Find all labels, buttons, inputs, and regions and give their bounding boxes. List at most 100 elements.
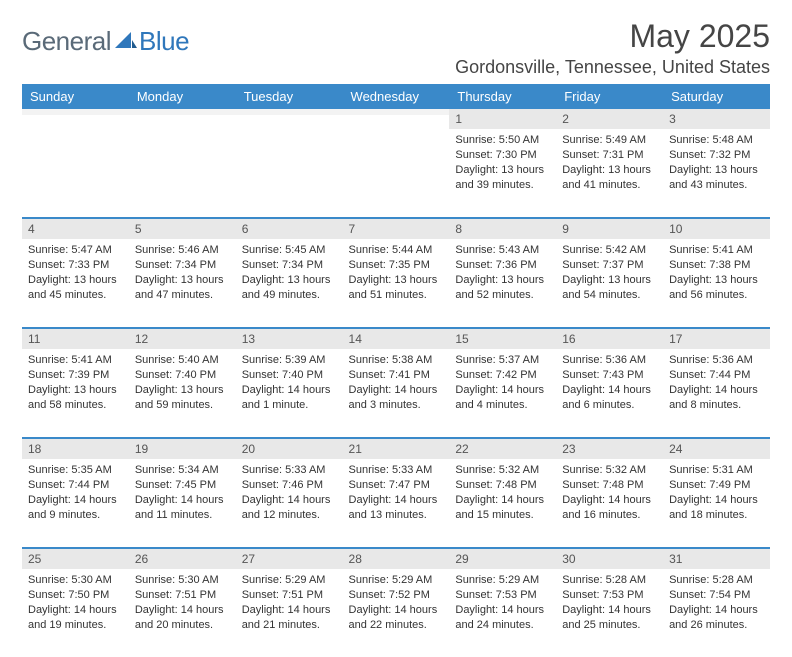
sunset-text: Sunset: 7:53 PM <box>562 588 657 603</box>
day-details: Sunrise: 5:29 AMSunset: 7:51 PMDaylight:… <box>236 569 343 638</box>
daylight-text: Daylight: 13 hours and 58 minutes. <box>28 383 123 413</box>
sunrise-text: Sunrise: 5:42 AM <box>562 243 657 258</box>
sunrise-text: Sunrise: 5:36 AM <box>669 353 764 368</box>
daylight-text: Daylight: 14 hours and 16 minutes. <box>562 493 657 523</box>
calendar-body: 123Sunrise: 5:50 AMSunset: 7:30 PMDaylig… <box>22 109 770 657</box>
daylight-text: Daylight: 14 hours and 6 minutes. <box>562 383 657 413</box>
sunset-text: Sunset: 7:40 PM <box>135 368 230 383</box>
logo-sail-icon <box>115 30 137 55</box>
daylight-text: Daylight: 14 hours and 9 minutes. <box>28 493 123 523</box>
daylight-text: Daylight: 13 hours and 39 minutes. <box>455 163 550 193</box>
day-body-row: Sunrise: 5:50 AMSunset: 7:30 PMDaylight:… <box>22 129 770 217</box>
day-number: 21 <box>343 439 450 459</box>
day-number: 2 <box>556 109 663 129</box>
sunrise-text: Sunrise: 5:36 AM <box>562 353 657 368</box>
day-number-row: 11121314151617 <box>22 329 770 349</box>
day-details: Sunrise: 5:29 AMSunset: 7:53 PMDaylight:… <box>449 569 556 638</box>
sunrise-text: Sunrise: 5:44 AM <box>349 243 444 258</box>
sunset-text: Sunset: 7:44 PM <box>28 478 123 493</box>
sunset-text: Sunset: 7:50 PM <box>28 588 123 603</box>
sunset-text: Sunset: 7:42 PM <box>455 368 550 383</box>
daylight-text: Daylight: 14 hours and 20 minutes. <box>135 603 230 633</box>
day-number: 24 <box>663 439 770 459</box>
daylight-text: Daylight: 14 hours and 24 minutes. <box>455 603 550 633</box>
day-details: Sunrise: 5:32 AMSunset: 7:48 PMDaylight:… <box>449 459 556 528</box>
daylight-text: Daylight: 13 hours and 45 minutes. <box>28 273 123 303</box>
sunset-text: Sunset: 7:48 PM <box>455 478 550 493</box>
day-number: 17 <box>663 329 770 349</box>
day-body-row: Sunrise: 5:47 AMSunset: 7:33 PMDaylight:… <box>22 239 770 327</box>
day-number: 19 <box>129 439 236 459</box>
daylight-text: Daylight: 13 hours and 59 minutes. <box>135 383 230 413</box>
day-number: 5 <box>129 219 236 239</box>
logo-text-general: General <box>22 26 111 57</box>
day-number: 10 <box>663 219 770 239</box>
daylight-text: Daylight: 14 hours and 11 minutes. <box>135 493 230 523</box>
day-details: Sunrise: 5:32 AMSunset: 7:48 PMDaylight:… <box>556 459 663 528</box>
sunset-text: Sunset: 7:37 PM <box>562 258 657 273</box>
sunset-text: Sunset: 7:34 PM <box>242 258 337 273</box>
sunrise-text: Sunrise: 5:30 AM <box>135 573 230 588</box>
day-details: Sunrise: 5:33 AMSunset: 7:47 PMDaylight:… <box>343 459 450 528</box>
sunrise-text: Sunrise: 5:32 AM <box>562 463 657 478</box>
day-details: Sunrise: 5:41 AMSunset: 7:38 PMDaylight:… <box>663 239 770 308</box>
day-details: Sunrise: 5:49 AMSunset: 7:31 PMDaylight:… <box>556 129 663 198</box>
month-title: May 2025 <box>455 18 770 55</box>
day-number: 22 <box>449 439 556 459</box>
sunrise-text: Sunrise: 5:39 AM <box>242 353 337 368</box>
weekday-header: Sunday <box>22 84 129 109</box>
sunset-text: Sunset: 7:32 PM <box>669 148 764 163</box>
weekday-header-row: SundayMondayTuesdayWednesdayThursdayFrid… <box>22 84 770 109</box>
day-number: 6 <box>236 219 343 239</box>
day-number: 26 <box>129 549 236 569</box>
day-details: Sunrise: 5:37 AMSunset: 7:42 PMDaylight:… <box>449 349 556 418</box>
daylight-text: Daylight: 13 hours and 43 minutes. <box>669 163 764 193</box>
title-block: May 2025 Gordonsville, Tennessee, United… <box>455 18 770 78</box>
sunrise-text: Sunrise: 5:48 AM <box>669 133 764 148</box>
sunset-text: Sunset: 7:44 PM <box>669 368 764 383</box>
sunrise-text: Sunrise: 5:28 AM <box>669 573 764 588</box>
sunrise-text: Sunrise: 5:43 AM <box>455 243 550 258</box>
sunrise-text: Sunrise: 5:45 AM <box>242 243 337 258</box>
daylight-text: Daylight: 14 hours and 1 minute. <box>242 383 337 413</box>
day-number: 23 <box>556 439 663 459</box>
weekday-header: Monday <box>129 84 236 109</box>
day-details: Sunrise: 5:35 AMSunset: 7:44 PMDaylight:… <box>22 459 129 528</box>
day-number: 15 <box>449 329 556 349</box>
sunset-text: Sunset: 7:49 PM <box>669 478 764 493</box>
sunset-text: Sunset: 7:54 PM <box>669 588 764 603</box>
sunrise-text: Sunrise: 5:37 AM <box>455 353 550 368</box>
sunrise-text: Sunrise: 5:31 AM <box>669 463 764 478</box>
sunset-text: Sunset: 7:35 PM <box>349 258 444 273</box>
day-details: Sunrise: 5:47 AMSunset: 7:33 PMDaylight:… <box>22 239 129 308</box>
day-body-row: Sunrise: 5:35 AMSunset: 7:44 PMDaylight:… <box>22 459 770 547</box>
daylight-text: Daylight: 13 hours and 56 minutes. <box>669 273 764 303</box>
weekday-header: Tuesday <box>236 84 343 109</box>
sunset-text: Sunset: 7:47 PM <box>349 478 444 493</box>
day-number <box>343 109 450 115</box>
sunrise-text: Sunrise: 5:35 AM <box>28 463 123 478</box>
day-number: 3 <box>663 109 770 129</box>
day-details: Sunrise: 5:33 AMSunset: 7:46 PMDaylight:… <box>236 459 343 528</box>
day-number-row: 25262728293031 <box>22 549 770 569</box>
daylight-text: Daylight: 14 hours and 15 minutes. <box>455 493 550 523</box>
daylight-text: Daylight: 14 hours and 4 minutes. <box>455 383 550 413</box>
sunset-text: Sunset: 7:31 PM <box>562 148 657 163</box>
sunrise-text: Sunrise: 5:49 AM <box>562 133 657 148</box>
daylight-text: Daylight: 14 hours and 13 minutes. <box>349 493 444 523</box>
sunset-text: Sunset: 7:33 PM <box>28 258 123 273</box>
day-details: Sunrise: 5:30 AMSunset: 7:51 PMDaylight:… <box>129 569 236 638</box>
sunset-text: Sunset: 7:48 PM <box>562 478 657 493</box>
day-number: 31 <box>663 549 770 569</box>
day-number <box>129 109 236 115</box>
day-number: 18 <box>22 439 129 459</box>
day-number: 16 <box>556 329 663 349</box>
daylight-text: Daylight: 13 hours and 47 minutes. <box>135 273 230 303</box>
weekday-header: Friday <box>556 84 663 109</box>
day-number-row: 123 <box>22 109 770 129</box>
sunrise-text: Sunrise: 5:32 AM <box>455 463 550 478</box>
day-number: 13 <box>236 329 343 349</box>
sunrise-text: Sunrise: 5:34 AM <box>135 463 230 478</box>
day-number: 12 <box>129 329 236 349</box>
sunset-text: Sunset: 7:30 PM <box>455 148 550 163</box>
